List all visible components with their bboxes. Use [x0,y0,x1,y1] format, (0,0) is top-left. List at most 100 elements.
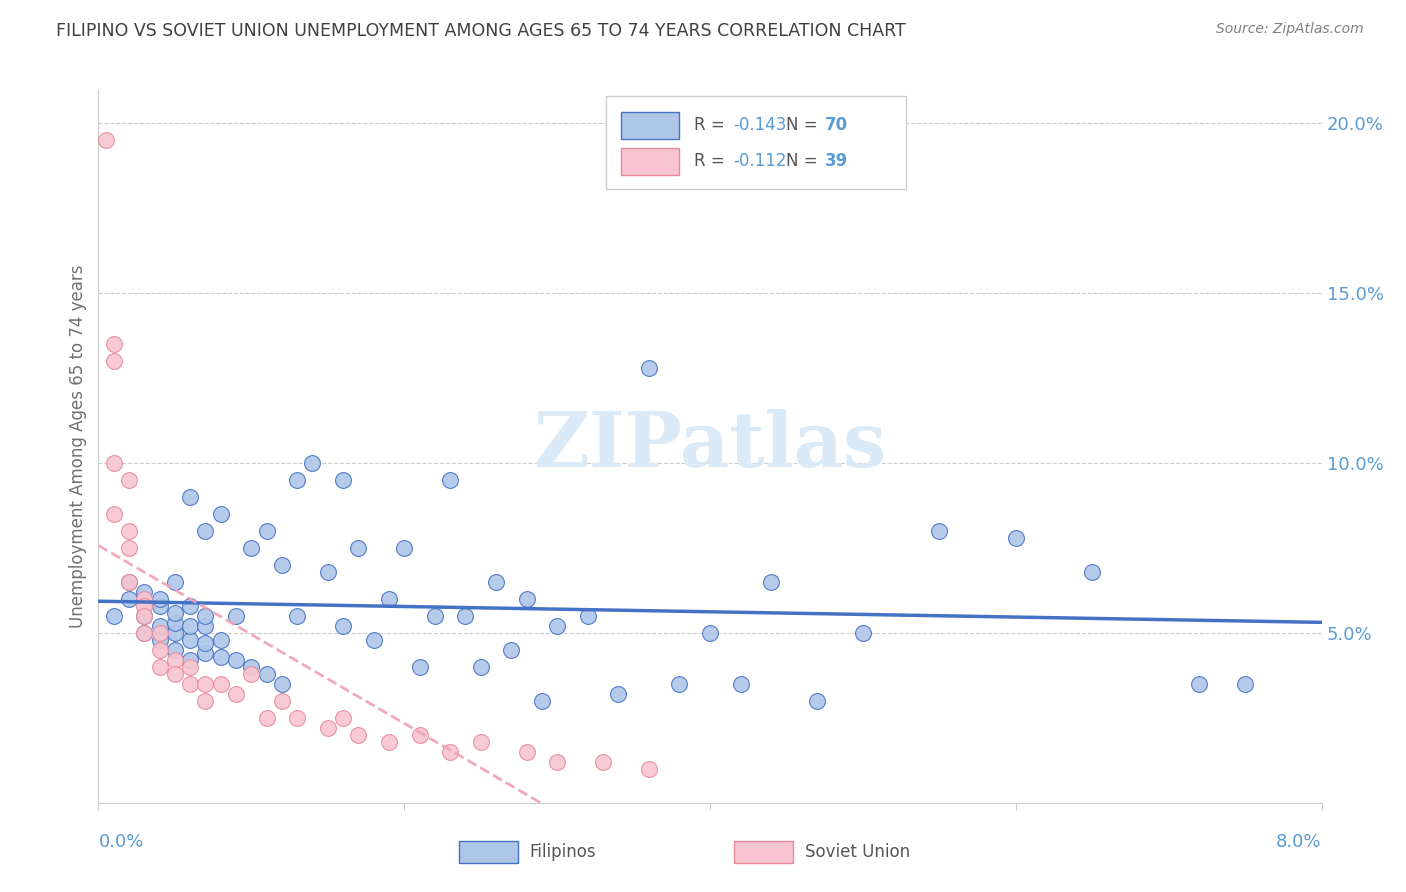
Point [209,507,232,521]
Point [363,632,385,647]
Point [149,660,172,674]
Point [270,558,294,572]
Text: 70: 70 [825,116,848,134]
Text: FILIPINO VS SOVIET UNION UNEMPLOYMENT AMONG AGES 65 TO 74 YEARS CORRELATION CHAR: FILIPINO VS SOVIET UNION UNEMPLOYMENT AM… [56,22,905,40]
Point [1234,677,1257,691]
Point [316,721,339,735]
Point [163,574,186,589]
Point [179,653,201,667]
Text: 0.0%: 0.0% [98,833,143,851]
Point [194,608,217,623]
Point [392,541,416,555]
Point [134,585,156,599]
Point [637,360,661,375]
Text: Filipinos: Filipinos [529,843,596,861]
FancyBboxPatch shape [734,840,793,863]
Text: Source: ZipAtlas.com: Source: ZipAtlas.com [1216,22,1364,37]
Text: 8.0%: 8.0% [1277,833,1322,851]
Point [103,456,125,470]
Point [194,636,217,650]
Point [454,608,477,623]
Point [759,574,782,589]
Point [668,677,690,691]
Point [149,599,172,613]
Point [118,541,141,555]
Point [316,565,339,579]
Point [209,677,232,691]
Point [256,666,278,681]
FancyBboxPatch shape [460,840,517,863]
Point [194,646,217,660]
Point [134,608,156,623]
Point [332,473,354,487]
Point [179,599,201,613]
Point [149,626,172,640]
Point [730,677,752,691]
Point [516,745,538,759]
Point [285,711,308,725]
Point [408,660,430,674]
Point [134,626,156,640]
Point [194,524,217,538]
Point [149,591,172,606]
FancyBboxPatch shape [620,112,679,139]
Text: -0.143: -0.143 [734,116,786,134]
Point [378,591,401,606]
Text: N =: N = [786,152,823,169]
Point [240,660,263,674]
Point [163,615,186,630]
Point [332,619,354,633]
Text: -0.112: -0.112 [734,152,787,169]
Point [118,473,141,487]
Point [163,666,186,681]
Point [209,649,232,664]
Point [134,591,156,606]
Point [637,762,661,776]
Point [470,660,492,674]
Point [118,574,141,589]
Point [285,608,308,623]
Text: R =: R = [695,116,730,134]
Point [179,677,201,691]
Point [516,591,538,606]
Point [470,734,492,748]
Point [439,745,461,759]
Point [256,711,278,725]
Point [1188,677,1211,691]
Point [240,541,263,555]
Point [103,608,125,623]
Text: ZIPatlas: ZIPatlas [533,409,887,483]
Point [378,734,401,748]
Point [270,694,294,708]
Point [118,591,141,606]
Point [1081,565,1104,579]
Point [607,687,630,701]
Point [301,456,323,470]
Point [149,643,172,657]
Point [194,694,217,708]
Point [118,574,141,589]
Point [928,524,950,538]
Point [134,608,156,623]
Point [134,599,156,613]
Point [103,337,125,351]
Point [408,728,430,742]
Point [163,626,186,640]
Point [347,541,370,555]
Point [225,687,247,701]
Point [576,608,599,623]
Point [332,711,354,725]
Point [240,666,263,681]
FancyBboxPatch shape [606,96,905,189]
Point [1004,531,1026,545]
Point [546,619,568,633]
Point [94,133,117,147]
Point [134,626,156,640]
Point [485,574,508,589]
Point [163,653,186,667]
Point [118,524,141,538]
Text: N =: N = [786,116,823,134]
Point [179,632,201,647]
Point [103,507,125,521]
Point [179,619,201,633]
